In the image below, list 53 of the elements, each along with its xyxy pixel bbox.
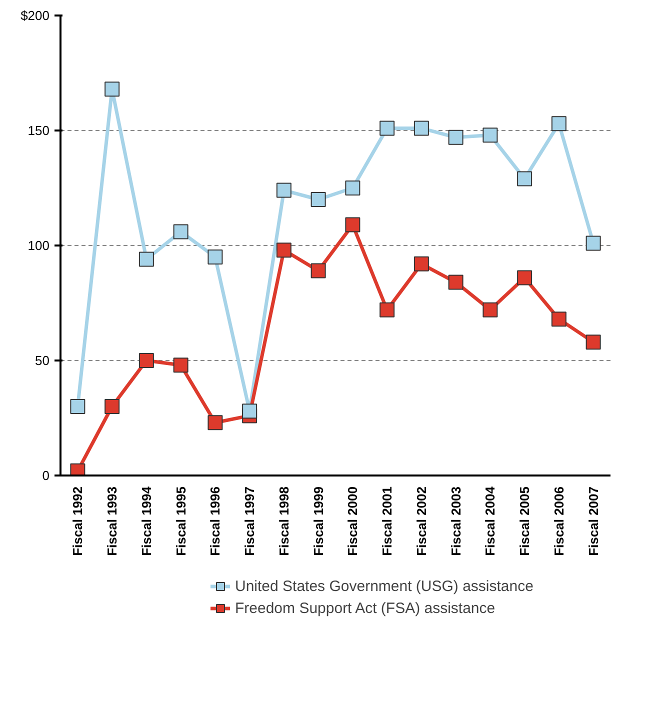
x-tick-label: Fiscal 1993 xyxy=(104,486,120,556)
point xyxy=(414,256,429,272)
x-tick-label: Fiscal 1999 xyxy=(310,486,326,556)
point xyxy=(551,116,566,132)
point xyxy=(551,312,566,327)
point xyxy=(173,358,188,373)
x-tick-label: Fiscal 2003 xyxy=(448,486,464,556)
point xyxy=(517,270,532,286)
point xyxy=(345,180,360,196)
x-tick-label: Fiscal 2007 xyxy=(586,486,601,556)
point xyxy=(482,128,498,143)
x-tick-label: Fiscal 1992 xyxy=(70,486,86,556)
point xyxy=(276,242,292,258)
x-tick-label: Fiscal 2006 xyxy=(551,486,566,556)
x-tick-label: Fiscal 2004 xyxy=(482,486,498,556)
point xyxy=(448,274,464,290)
x-tick-label: Fiscal 1997 xyxy=(242,486,258,556)
y-tick-label: 0 xyxy=(42,468,50,483)
x-tick-label: Fiscal 2000 xyxy=(345,486,360,556)
point xyxy=(138,252,154,267)
point xyxy=(517,171,532,186)
x-tick-label: Fiscal 2001 xyxy=(380,486,395,556)
point xyxy=(586,236,601,251)
point xyxy=(104,82,120,97)
point xyxy=(414,120,429,136)
x-tick-label: Fiscal 1996 xyxy=(208,486,223,556)
legend-label: Freedom Support Act (FSA) assistance xyxy=(235,598,496,618)
y-tick-label: 100 xyxy=(28,238,50,253)
point xyxy=(138,353,154,368)
point xyxy=(70,399,86,414)
point xyxy=(242,404,258,419)
x-tick-label: Fiscal 1995 xyxy=(173,486,188,556)
point xyxy=(586,334,601,350)
point xyxy=(482,302,498,318)
x-tick-label: Fiscal 1994 xyxy=(138,486,154,556)
point xyxy=(104,399,120,414)
y-tick-label: 50 xyxy=(35,353,50,368)
legend-label: United States Government (USG) assistance xyxy=(235,576,534,596)
point xyxy=(173,224,188,240)
point xyxy=(310,192,326,207)
point xyxy=(310,263,326,278)
y-tick-label: $200 xyxy=(20,8,50,23)
point xyxy=(380,302,395,318)
x-tick-label: Fiscal 2002 xyxy=(414,486,429,556)
y-tick-label: 150 xyxy=(28,123,50,138)
point xyxy=(208,250,223,264)
point xyxy=(345,217,360,232)
point xyxy=(276,182,292,198)
x-tick-label: Fiscal 1998 xyxy=(276,486,292,556)
point xyxy=(448,130,464,145)
point xyxy=(380,120,395,136)
point xyxy=(208,415,223,430)
x-tick-label: Fiscal 2005 xyxy=(517,486,532,556)
